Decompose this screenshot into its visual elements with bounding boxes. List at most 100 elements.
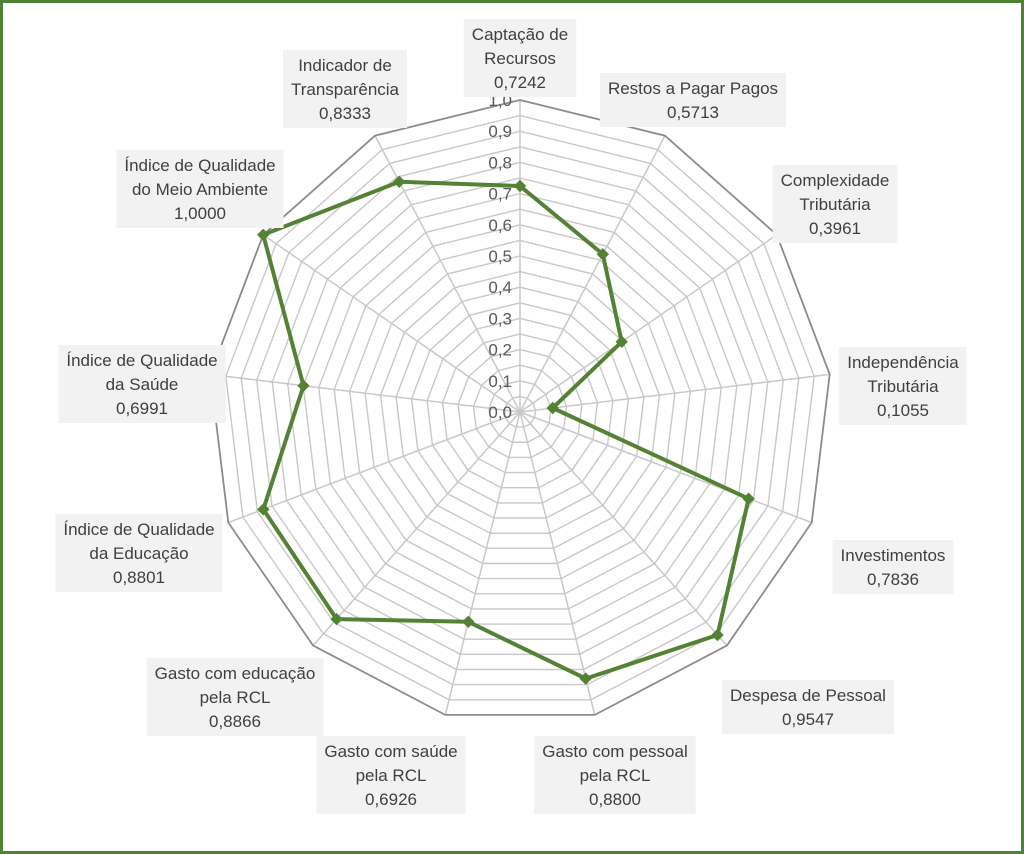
data-point-marker	[330, 612, 343, 626]
data-point-marker	[392, 175, 406, 189]
category-name: Restos a Pagar Pagos	[608, 79, 778, 98]
category-name: Complexidade	[781, 171, 890, 190]
category-name: da Educação	[89, 544, 188, 563]
category-name: Gasto com saúde	[324, 742, 457, 761]
grid-ring-19	[225, 114, 815, 701]
grid-ring-11	[348, 239, 692, 580]
data-point-marker	[513, 179, 527, 193]
tick-label: 0,2	[488, 341, 512, 360]
data-value-label: 0,8866	[209, 712, 261, 731]
tick-label: 0,5	[488, 247, 512, 266]
category-name: do Meio Ambiente	[132, 180, 268, 199]
data-value-label: 0,8801	[113, 568, 165, 587]
grid-ring-9	[379, 270, 661, 549]
data-value-label: 0,8333	[319, 104, 371, 123]
grid-ring-4	[457, 348, 583, 474]
category-name: pela RCL	[356, 766, 427, 785]
label-box	[146, 658, 324, 736]
category-name: Captação de	[472, 25, 568, 44]
data-point-marker	[742, 492, 755, 505]
grid-layer	[209, 99, 831, 716]
label-box	[58, 345, 226, 423]
category-name: Independência	[847, 353, 959, 372]
data-point-marker	[596, 247, 610, 261]
data-value-label: 0,5713	[667, 103, 719, 122]
data-point-marker	[711, 628, 724, 642]
tick-label: 0,9	[488, 122, 512, 141]
label-box	[839, 347, 967, 425]
data-value-label: 0,6991	[116, 399, 168, 418]
category-name: Gasto com pessoal	[542, 742, 688, 761]
grid-ring-7	[410, 302, 630, 519]
category-label: Gasto com educação pela RCL 0,8866	[146, 658, 324, 736]
label-box	[534, 736, 696, 814]
data-value-label: 1,0000	[174, 204, 226, 223]
category-name: Despesa de Pessoal	[730, 686, 886, 705]
category-label: Investimentos 0,7836	[832, 540, 954, 594]
data-value-label: 0,9547	[782, 710, 834, 729]
data-value-label: 0,6926	[365, 790, 417, 809]
grid-ring-8	[395, 286, 645, 534]
data-value-label: 0,8800	[589, 790, 641, 809]
label-box	[722, 680, 894, 734]
tick-label: 0,3	[488, 309, 512, 328]
grid-ring-18	[240, 130, 800, 686]
category-name: Tributária	[867, 377, 939, 396]
category-label: Índice de Qualidade do Meio Ambiente 1,000…	[116, 150, 284, 228]
grid-ring-17	[255, 146, 785, 671]
label-box	[116, 150, 284, 228]
grid-ring-16	[271, 161, 769, 655]
series-line	[261, 179, 751, 681]
data-point-marker	[256, 228, 270, 242]
tick-label: 0,0	[488, 403, 512, 422]
data-value-label: 0,1055	[877, 401, 929, 420]
radar-chart: 0,00,10,20,30,40,50,60,70,80,91,0 Captaç…	[55, 19, 967, 814]
data-point-marker	[546, 401, 559, 415]
grid-ring-1	[503, 395, 537, 428]
category-name: Indicador de	[298, 56, 392, 75]
category-name: Recursos	[484, 49, 556, 68]
tick-label: 0,7	[488, 185, 512, 204]
category-label: Independência Tributária 0,1055	[839, 347, 967, 425]
data-value-label: 0,7836	[867, 570, 919, 589]
category-name: Investimentos	[841, 546, 946, 565]
category-name: Índice de Qualidade	[63, 520, 214, 539]
tick-label: 0,4	[488, 278, 512, 297]
tick-label: 0,6	[488, 216, 512, 235]
tick-label: 0,8	[488, 153, 512, 172]
category-label: Restos a Pagar Pagos 0,5713	[599, 73, 786, 127]
category-name: Índice de Qualidade	[124, 156, 275, 175]
category-label: Indicador de Transparência 0,8333	[283, 50, 407, 128]
category-label: Gasto com pessoal pela RCL 0,8800	[534, 736, 696, 814]
tick-label: 0,1	[488, 372, 512, 391]
grid-ring-6	[426, 317, 614, 504]
label-box	[316, 736, 466, 814]
category-name: Índice de Qualidade	[66, 351, 217, 370]
category-name: pela RCL	[200, 688, 271, 707]
category-name: Tributária	[799, 195, 871, 214]
category-name: pela RCL	[580, 766, 651, 785]
label-box	[599, 73, 786, 127]
category-label: Índice de Qualidade da Educação 0,8801	[55, 514, 223, 592]
category-label: Captação de Recursos 0,7242	[463, 19, 577, 97]
series-layer	[256, 175, 755, 685]
data-point-marker	[579, 672, 592, 685]
category-label: Despesa de Pessoal 0,9547	[722, 680, 894, 734]
data-point-marker	[257, 503, 270, 516]
tick-layer: 0,00,10,20,30,40,50,60,70,80,91,0	[488, 91, 512, 422]
category-label: Índice de Qualidade da Saúde 0,6991	[58, 345, 226, 423]
data-value-label: 0,7242	[494, 73, 546, 92]
grid-ring-12	[333, 224, 707, 595]
grid-ring-15	[286, 177, 754, 640]
outer-ring	[209, 99, 831, 716]
grid-ring-14	[302, 192, 738, 625]
label-layer: Captação de Recursos 0,7242 Restos a Pagar …	[55, 19, 967, 814]
grid-ring-3	[472, 364, 568, 459]
category-name: Transparência	[291, 80, 400, 99]
data-value-label: 0,3961	[809, 219, 861, 238]
data-point-marker	[297, 379, 310, 392]
grid-ring-13	[317, 208, 723, 610]
category-name: Gasto com educação	[155, 664, 316, 683]
grid-ring-10	[364, 255, 676, 565]
